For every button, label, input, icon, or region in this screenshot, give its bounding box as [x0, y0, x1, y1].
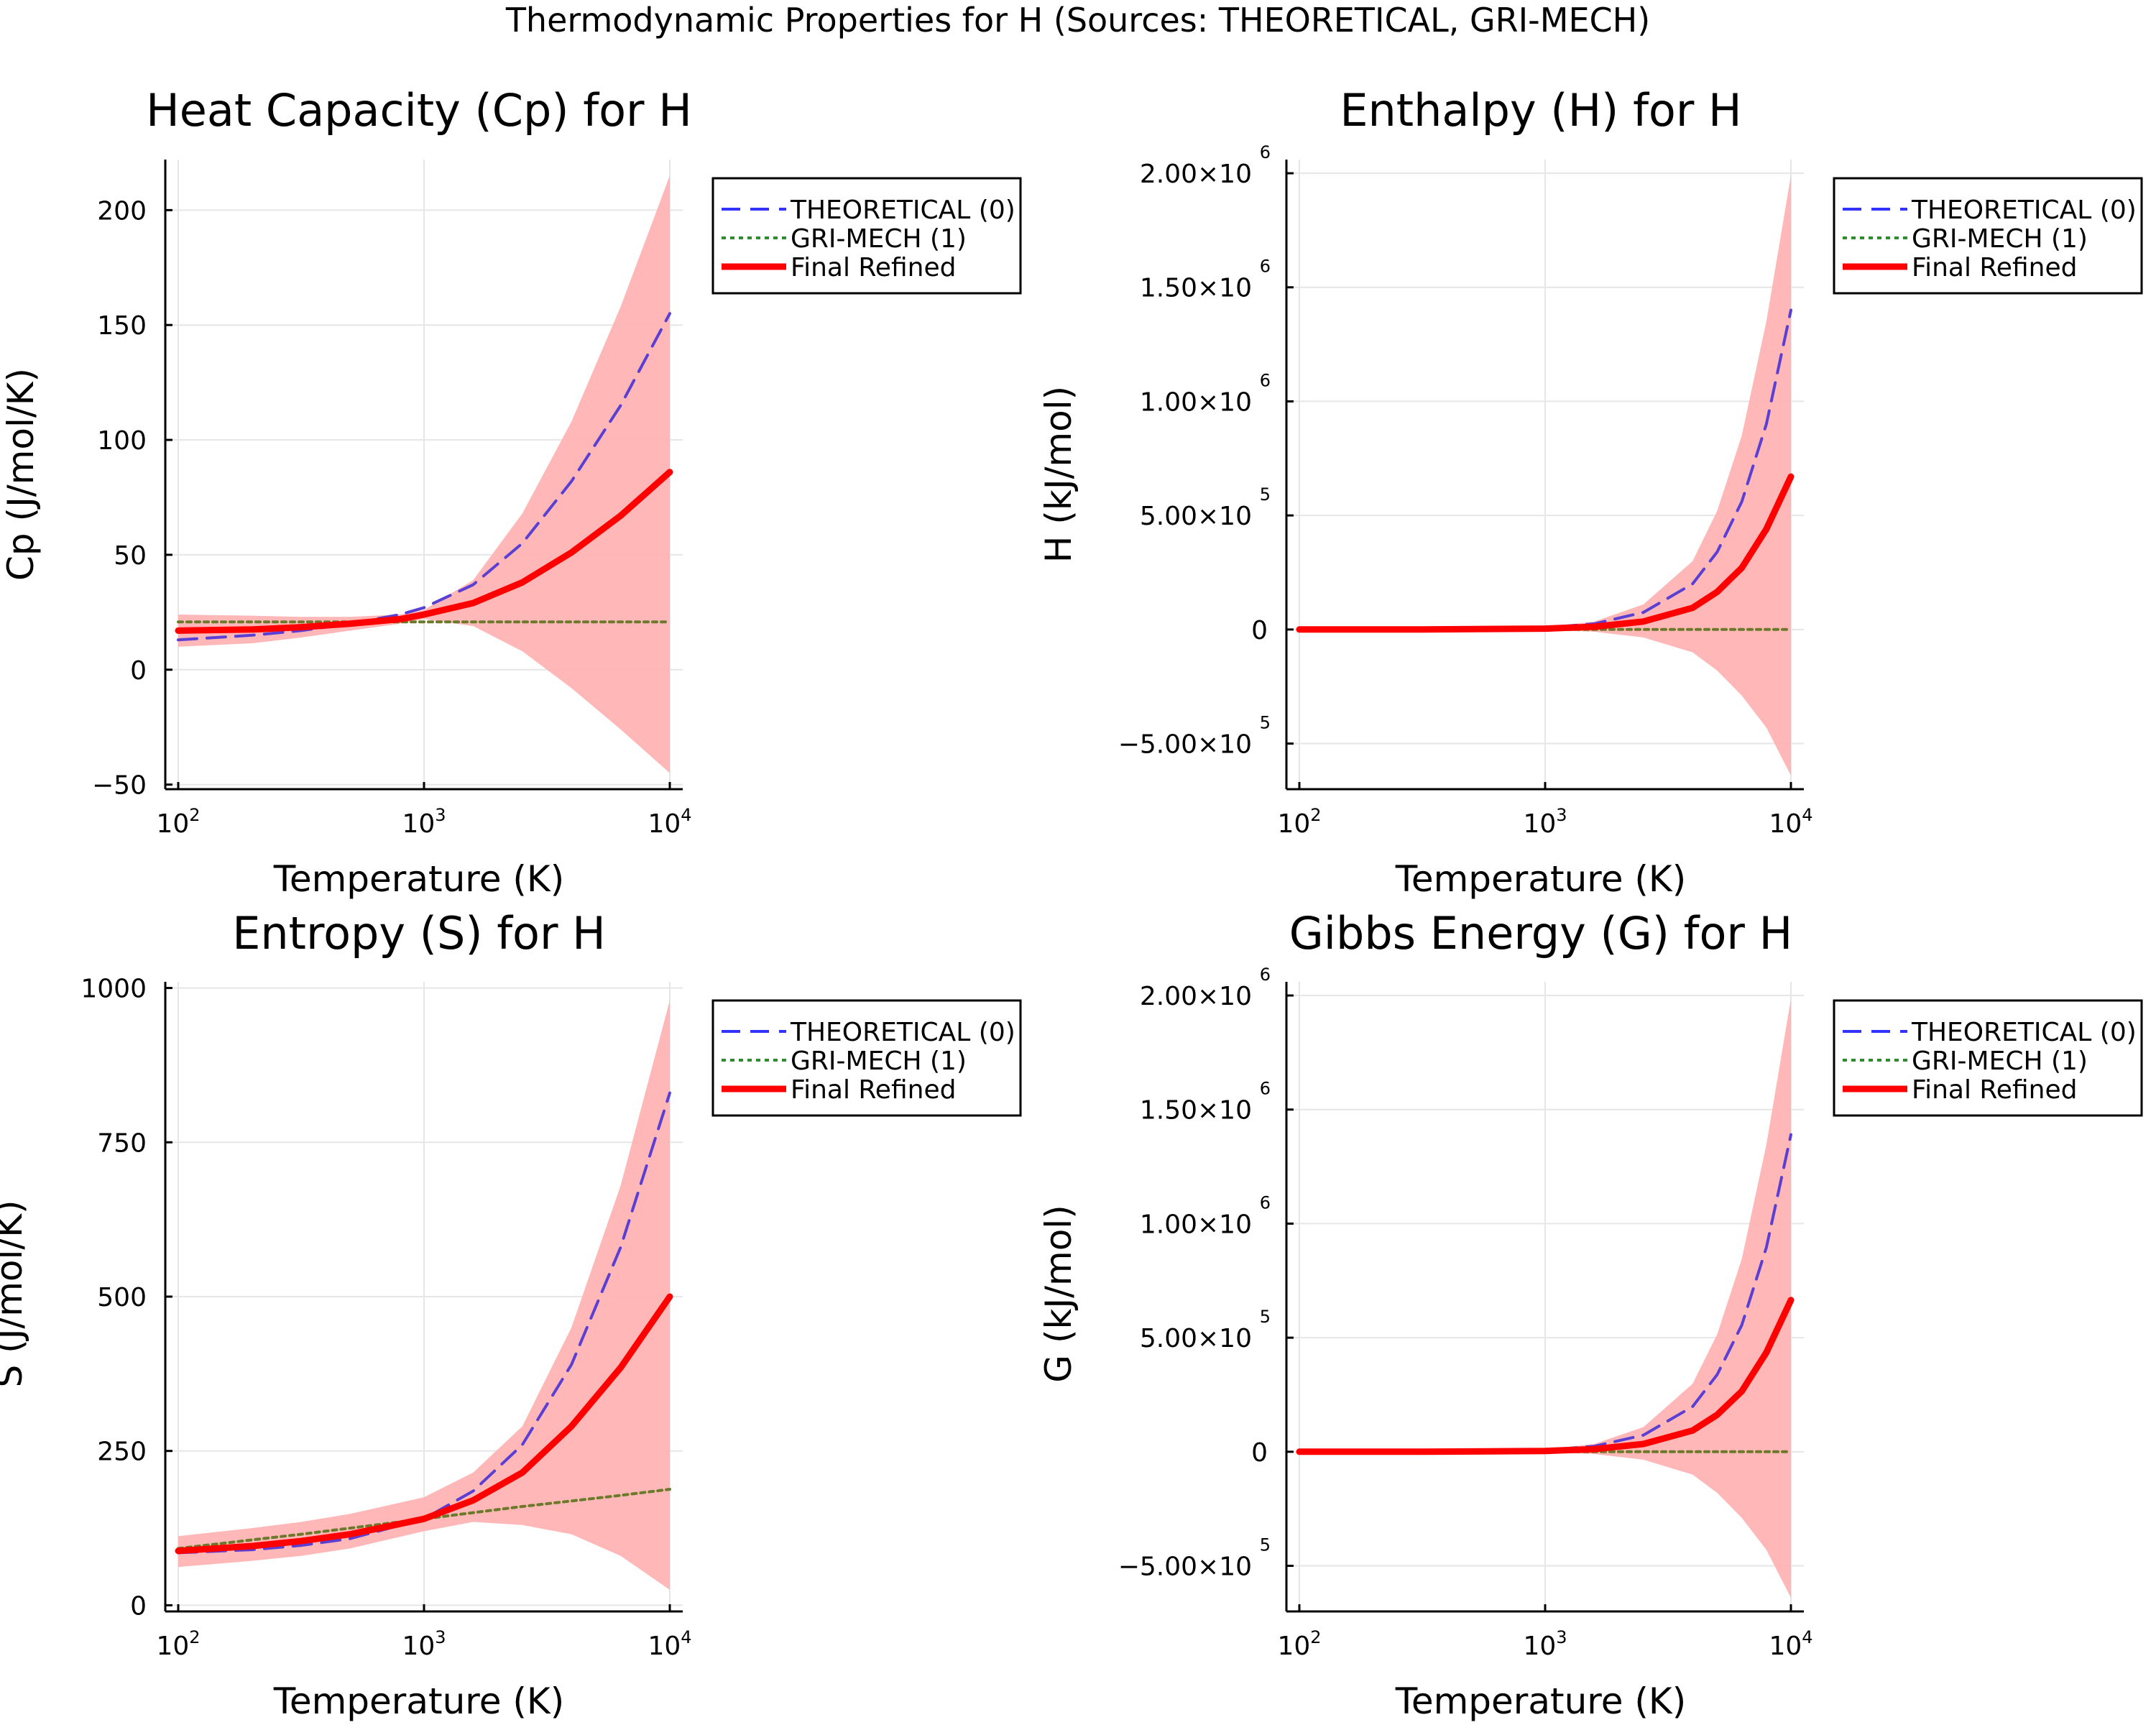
- series-line-solid: [175, 469, 673, 634]
- x-axis-label: Temperature (K): [1395, 858, 1686, 900]
- uncertainty-band: [1299, 175, 1791, 776]
- plot-area: [165, 160, 683, 789]
- x-tick-label: 103: [402, 805, 446, 839]
- legend-entry-label: GRI-MECH (1): [1912, 224, 2088, 254]
- y-tick-exponent: 6: [1260, 1079, 1271, 1099]
- y-tick-label: 1.50×10: [1140, 1096, 1252, 1126]
- y-tick-label: 1.50×10: [1140, 274, 1252, 303]
- x-tick-label: 103: [1523, 805, 1567, 839]
- y-tick-label: 500: [97, 1283, 147, 1312]
- panel-heat-capacity: Heat Capacity (Cp) for H Temperature (K)…: [0, 84, 1022, 900]
- legend-box: [711, 177, 1022, 295]
- legend-box: [1833, 177, 2143, 295]
- legend-box: [1833, 999, 2143, 1117]
- legend: THEORETICAL (0)GRI-MECH (1)Final Refined: [711, 177, 1022, 295]
- panel-enthalpy: Enthalpy (H) for H Temperature (K) H (kJ…: [1038, 84, 2143, 900]
- plot-area: [1286, 982, 1804, 1611]
- legend-box: [711, 999, 1022, 1117]
- panel-title: Entropy (S) for H: [232, 907, 606, 960]
- x-axis-label: Temperature (K): [273, 858, 564, 900]
- y-tick-label: 5.00×10: [1140, 502, 1252, 531]
- legend: THEORETICAL (0)GRI-MECH (1)Final Refined: [1833, 999, 2143, 1117]
- panel-gibbs-energy: Gibbs Energy (G) for H Temperature (K) G…: [1038, 907, 2143, 1722]
- uncertainty-band: [178, 1000, 670, 1590]
- y-tick-label: 200: [97, 196, 147, 226]
- x-axis-label: Temperature (K): [1395, 1680, 1686, 1722]
- x-tick-label: 102: [1277, 1627, 1321, 1661]
- y-tick-label: 1.00×10: [1140, 1210, 1252, 1239]
- y-tick-label: 100: [97, 426, 147, 456]
- x-tick-label: 104: [1769, 805, 1812, 839]
- y-tick-label: 0: [130, 656, 147, 686]
- legend: THEORETICAL (0)GRI-MECH (1)Final Refined: [711, 999, 1022, 1117]
- legend-entry-label: Final Refined: [791, 253, 956, 282]
- y-tick-label: 5.00×10: [1140, 1324, 1252, 1353]
- uncertainty-band: [178, 175, 670, 773]
- legend-entry-label: THEORETICAL (0): [1911, 1018, 2137, 1047]
- panel-title: Gibbs Energy (G) for H: [1289, 907, 1792, 960]
- y-axis-label: H (kJ/mol): [1038, 386, 1079, 563]
- y-tick-label: 2.00×10: [1140, 982, 1252, 1011]
- y-tick-exponent: 6: [1260, 1192, 1271, 1213]
- y-tick-exponent: 6: [1260, 257, 1271, 277]
- y-tick-label: 250: [97, 1438, 147, 1467]
- y-tick-label: 150: [97, 311, 147, 341]
- legend-entry-label: Final Refined: [1912, 253, 2077, 282]
- y-tick-label: 0: [1251, 616, 1268, 645]
- series-line-solid: [1296, 1297, 1795, 1455]
- y-tick-exponent: 6: [1260, 142, 1271, 162]
- legend-entry-label: THEORETICAL (0): [790, 196, 1015, 225]
- y-tick-label: 0: [1251, 1438, 1268, 1468]
- y-axis-label: Cp (J/mol/K): [0, 368, 42, 581]
- legend: THEORETICAL (0)GRI-MECH (1)Final Refined: [1833, 177, 2143, 295]
- x-tick-label: 103: [1523, 1627, 1567, 1661]
- y-tick-label: 750: [97, 1128, 147, 1158]
- y-tick-label: −5.00×10: [1118, 730, 1252, 760]
- x-axis-label: Temperature (K): [273, 1680, 564, 1722]
- y-tick-exponent: 5: [1260, 1307, 1271, 1327]
- y-tick-exponent: 5: [1260, 713, 1271, 733]
- y-tick-exponent: 5: [1260, 484, 1271, 505]
- series-line-solid: [175, 1293, 673, 1555]
- panel-entropy: Entropy (S) for H Temperature (K) S (J/m…: [0, 907, 1022, 1722]
- y-tick-exponent: 6: [1260, 965, 1271, 985]
- series-line-solid: [1296, 473, 1795, 633]
- legend-entry-label: GRI-MECH (1): [791, 224, 967, 254]
- y-tick-exponent: 5: [1260, 1535, 1271, 1555]
- uncertainty-band: [1299, 998, 1791, 1598]
- y-axis-label: S (J/mol/K): [0, 1200, 30, 1387]
- y-tick-label: 1.00×10: [1140, 387, 1252, 417]
- legend-entry-label: GRI-MECH (1): [1912, 1046, 2088, 1076]
- plot-area: [1286, 160, 1804, 789]
- y-tick-label: −5.00×10: [1118, 1552, 1252, 1582]
- x-tick-label: 102: [156, 805, 200, 839]
- series-line-dash: [177, 1091, 671, 1555]
- series-line-dash: [177, 312, 671, 642]
- x-tick-label: 104: [648, 1627, 691, 1661]
- legend-entry-label: THEORETICAL (0): [790, 1018, 1015, 1047]
- legend-entry-label: THEORETICAL (0): [1911, 196, 2137, 225]
- y-tick-label: −50: [92, 771, 147, 801]
- y-tick-label: 0: [130, 1591, 147, 1621]
- plot-area: [165, 982, 683, 1611]
- x-tick-label: 102: [156, 1627, 200, 1661]
- legend-entry-label: GRI-MECH (1): [791, 1046, 967, 1076]
- legend-entry-label: Final Refined: [791, 1075, 956, 1105]
- panel-title: Heat Capacity (Cp) for H: [146, 84, 692, 137]
- y-tick-label: 50: [114, 541, 147, 571]
- panel-title: Enthalpy (H) for H: [1340, 84, 1741, 137]
- figure-suptitle: Thermodynamic Properties for H (Sources:…: [505, 1, 1650, 40]
- legend-entry-label: Final Refined: [1912, 1075, 2077, 1105]
- x-tick-label: 103: [402, 1627, 446, 1661]
- y-tick-label: 1000: [80, 975, 147, 1004]
- series-line-dot: [177, 1488, 671, 1550]
- y-axis-label: G (kJ/mol): [1038, 1205, 1079, 1382]
- x-tick-label: 104: [1769, 1627, 1812, 1661]
- x-tick-label: 102: [1277, 805, 1321, 839]
- y-tick-exponent: 6: [1260, 370, 1271, 390]
- x-tick-label: 104: [648, 805, 691, 839]
- y-tick-label: 2.00×10: [1140, 160, 1252, 189]
